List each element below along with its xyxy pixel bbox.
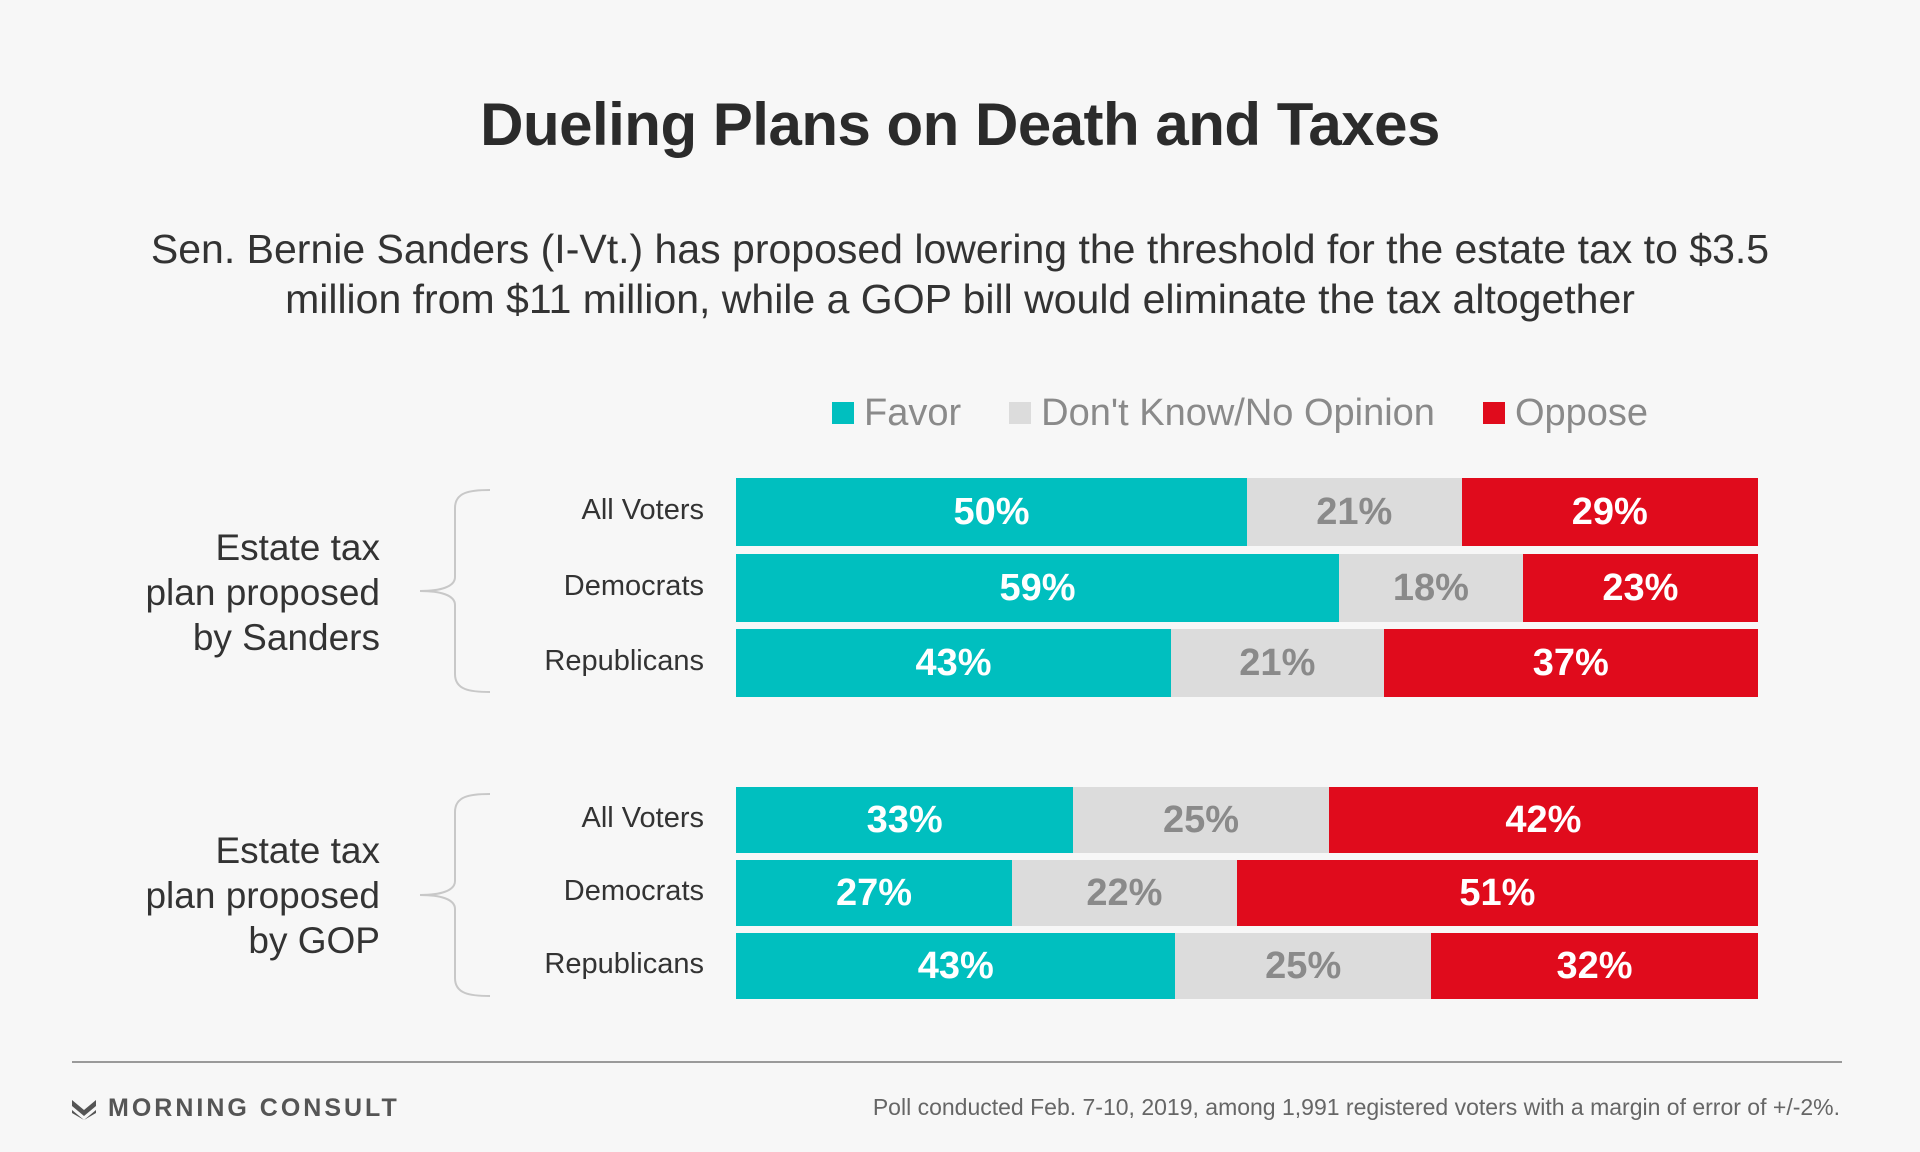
bar-segment-oppose: 37% bbox=[1383, 629, 1758, 697]
bar-segment-dont-know: 21% bbox=[1247, 478, 1462, 546]
bar-segment-dont-know: 22% bbox=[1011, 860, 1237, 926]
stacked-bar: 27% 22% 51% bbox=[736, 860, 1758, 926]
row-label: Republicans bbox=[544, 645, 704, 677]
stacked-bar: 50% 21% 29% bbox=[736, 478, 1758, 546]
legend: Favor Don't Know/No Opinion Oppose bbox=[832, 388, 1648, 438]
bar-segment-favor: 59% bbox=[736, 554, 1339, 622]
row-label: All Voters bbox=[581, 802, 705, 834]
legend-item-dont-know: Don't Know/No Opinion bbox=[1009, 392, 1435, 435]
group-brace bbox=[419, 793, 490, 997]
bar-segment-dont-know: 25% bbox=[1073, 787, 1329, 853]
brand-name: MORNING CONSULT bbox=[108, 1094, 400, 1122]
bar-segment-dont-know: 18% bbox=[1338, 554, 1523, 622]
group-brace bbox=[419, 489, 490, 693]
source-note: Poll conducted Feb. 7-10, 2019, among 1,… bbox=[872, 1094, 1840, 1120]
stacked-bar: 43% 25% 32% bbox=[736, 933, 1758, 999]
legend-swatch-favor bbox=[832, 402, 854, 424]
chart-subtitle: Sen. Bernie Sanders (I-Vt.) has proposed… bbox=[150, 226, 1770, 322]
stacked-bar: 33% 25% 42% bbox=[736, 787, 1758, 853]
group-label: Estate tax plan proposed by Sanders bbox=[145, 527, 380, 658]
legend-swatch-oppose bbox=[1482, 402, 1505, 424]
stacked-bar: 59% 18% 23% bbox=[736, 554, 1758, 622]
row-label: Democrats bbox=[563, 875, 704, 907]
bar-segment-dont-know: 21% bbox=[1171, 629, 1384, 697]
bar-segment-oppose: 23% bbox=[1522, 554, 1758, 622]
bar-segment-dont-know: 25% bbox=[1175, 933, 1431, 999]
legend-label-oppose: Oppose bbox=[1514, 391, 1649, 434]
bar-segment-favor: 33% bbox=[736, 787, 1074, 853]
row-label: All Voters bbox=[581, 494, 705, 526]
bar-segment-oppose: 29% bbox=[1461, 478, 1758, 546]
stacked-bar: 43% 21% 37% bbox=[736, 629, 1758, 697]
row-label: Democrats bbox=[563, 570, 704, 602]
legend-item-oppose: Oppose bbox=[1482, 391, 1649, 435]
footer-divider bbox=[72, 1061, 1842, 1063]
legend-label-favor: Favor bbox=[864, 391, 962, 434]
legend-item-favor: Favor bbox=[832, 392, 961, 435]
bar-segment-favor: 43% bbox=[736, 629, 1172, 697]
morning-consult-logo-icon bbox=[72, 1099, 96, 1120]
chart-title: Dueling Plans on Death and Taxes bbox=[480, 91, 1440, 158]
group-label: Estate tax plan proposed by GOP bbox=[145, 830, 380, 961]
bar-segment-favor: 27% bbox=[736, 860, 1012, 926]
bar-segment-favor: 43% bbox=[736, 933, 1176, 999]
row-label: Republicans bbox=[544, 948, 704, 980]
bar-segment-oppose: 32% bbox=[1430, 933, 1758, 999]
bar-segment-oppose: 42% bbox=[1328, 787, 1758, 853]
legend-swatch-dont-know bbox=[1009, 402, 1032, 424]
bar-segment-favor: 50% bbox=[736, 478, 1247, 546]
legend-label-dont-know: Don't Know/No Opinion bbox=[1041, 391, 1435, 434]
brand-logo: MORNING CONSULT bbox=[72, 1094, 400, 1123]
bar-segment-oppose: 51% bbox=[1236, 860, 1758, 926]
